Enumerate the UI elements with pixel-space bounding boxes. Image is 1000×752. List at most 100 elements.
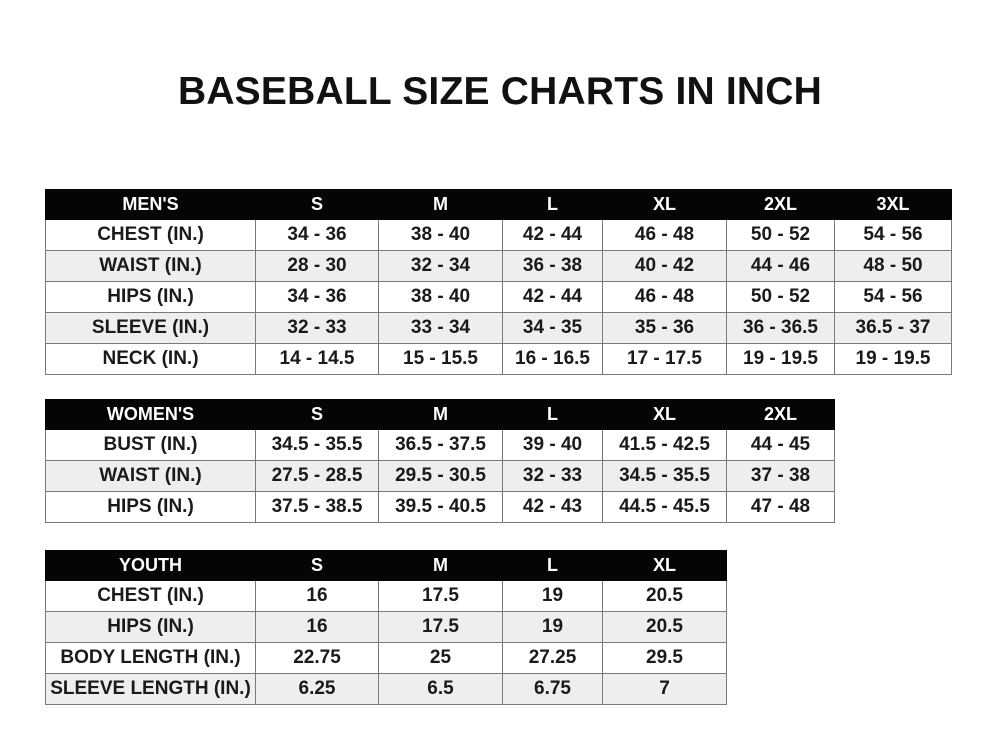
size-value: 39.5 - 40.5	[378, 491, 503, 523]
size-value: 50 - 52	[726, 219, 835, 251]
table-row: WAIST (IN.) 28 - 30 32 - 34 36 - 38 40 - 42 4…	[45, 250, 952, 282]
size-value: 6.25	[255, 673, 379, 705]
size-value: 16	[255, 580, 379, 612]
size-value: 34.5 - 35.5	[602, 460, 727, 492]
table-row: WAIST (IN.) 27.5 - 28.5 29.5 - 30.5 32 - 33…	[45, 460, 835, 492]
size-header: S	[255, 550, 379, 581]
size-value: 29.5	[602, 642, 727, 674]
size-value: 20.5	[602, 580, 727, 612]
size-value: 32 - 33	[502, 460, 603, 492]
size-header: L	[502, 550, 603, 581]
size-value: 28 - 30	[255, 250, 379, 282]
size-value: 44 - 45	[726, 429, 835, 461]
size-value: 6.75	[502, 673, 603, 705]
size-header: 2XL	[726, 399, 835, 430]
size-value: 39 - 40	[502, 429, 603, 461]
size-value: 46 - 48	[602, 219, 727, 251]
category-header: YOUTH	[45, 550, 256, 581]
measurement-label: HIPS (IN.)	[45, 491, 256, 523]
size-header: M	[378, 399, 503, 430]
size-value: 20.5	[602, 611, 727, 643]
size-value: 42 - 44	[502, 219, 603, 251]
size-value: 36.5 - 37	[834, 312, 952, 344]
size-value: 6.5	[378, 673, 503, 705]
size-value: 35 - 36	[602, 312, 727, 344]
page-title: BASEBALL SIZE CHARTS IN INCH	[177, 70, 823, 113]
size-value: 36.5 - 37.5	[378, 429, 503, 461]
size-value: 42 - 44	[502, 281, 603, 313]
size-header: 3XL	[834, 189, 952, 220]
table-row: SLEEVE LENGTH (IN.) 6.25 6.5 6.75 7	[45, 673, 727, 705]
size-value: 50 - 52	[726, 281, 835, 313]
table-row: CHEST (IN.) 34 - 36 38 - 40 42 - 44 46 - 48 5…	[45, 219, 952, 251]
size-value: 41.5 - 42.5	[602, 429, 727, 461]
size-value: 34 - 36	[255, 281, 379, 313]
size-header: XL	[602, 399, 727, 430]
size-value: 27.5 - 28.5	[255, 460, 379, 492]
table-row: CHEST (IN.) 16 17.5 19 20.5	[45, 580, 727, 612]
size-value: 19	[502, 611, 603, 643]
measurement-label: CHEST (IN.)	[45, 219, 256, 251]
measurement-label: NECK (IN.)	[45, 343, 256, 375]
size-value: 33 - 34	[378, 312, 503, 344]
table-row: BODY LENGTH (IN.) 22.75 25 27.25 29.5	[45, 642, 727, 674]
table-row: BUST (IN.) 34.5 - 35.5 36.5 - 37.5 39 - 40 4…	[45, 429, 835, 461]
size-value: 29.5 - 30.5	[378, 460, 503, 492]
header-row: YOUTH S M L XL	[45, 550, 727, 581]
size-value: 44.5 - 45.5	[602, 491, 727, 523]
size-value: 15 - 15.5	[378, 343, 503, 375]
size-value: 22.75	[255, 642, 379, 674]
youth-size-table: YOUTH S M L XL CHEST (IN.) 16 17.5 19 20.5 HIPS (I…	[45, 550, 727, 705]
size-header: 2XL	[726, 189, 835, 220]
size-header: M	[378, 189, 503, 220]
table-row: SLEEVE (IN.) 32 - 33 33 - 34 34 - 35 35 - 36…	[45, 312, 952, 344]
size-value: 37 - 38	[726, 460, 835, 492]
table-row: HIPS (IN.) 34 - 36 38 - 40 42 - 44 46 - 48 50…	[45, 281, 952, 313]
measurement-label: BUST (IN.)	[45, 429, 256, 461]
size-value: 19 - 19.5	[834, 343, 952, 375]
size-value: 34 - 35	[502, 312, 603, 344]
size-value: 46 - 48	[602, 281, 727, 313]
measurement-label: HIPS (IN.)	[45, 611, 256, 643]
measurement-label: SLEEVE (IN.)	[45, 312, 256, 344]
size-value: 27.25	[502, 642, 603, 674]
size-value: 34 - 36	[255, 219, 379, 251]
size-value: 48 - 50	[834, 250, 952, 282]
size-value: 47 - 48	[726, 491, 835, 523]
header-row: WOMEN'S S M L XL 2XL	[45, 399, 835, 430]
womens-size-table: WOMEN'S S M L XL 2XL BUST (IN.) 34.5 - 35.5 36.5…	[45, 399, 835, 523]
size-value: 19	[502, 580, 603, 612]
size-value: 17 - 17.5	[602, 343, 727, 375]
size-value: 7	[602, 673, 727, 705]
size-value: 16	[255, 611, 379, 643]
size-header: L	[502, 399, 603, 430]
size-value: 32 - 33	[255, 312, 379, 344]
measurement-label: HIPS (IN.)	[45, 281, 256, 313]
size-value: 38 - 40	[378, 219, 503, 251]
size-header: S	[255, 189, 379, 220]
size-value: 32 - 34	[378, 250, 503, 282]
size-value: 25	[378, 642, 503, 674]
size-value: 19 - 19.5	[726, 343, 835, 375]
measurement-label: SLEEVE LENGTH (IN.)	[45, 673, 256, 705]
size-value: 54 - 56	[834, 281, 952, 313]
measurement-label: WAIST (IN.)	[45, 250, 256, 282]
measurement-label: WAIST (IN.)	[45, 460, 256, 492]
size-value: 36 - 38	[502, 250, 603, 282]
size-value: 42 - 43	[502, 491, 603, 523]
size-value: 14 - 14.5	[255, 343, 379, 375]
category-header: WOMEN'S	[45, 399, 256, 430]
size-value: 36 - 36.5	[726, 312, 835, 344]
header-row: MEN'S S M L XL 2XL 3XL	[45, 189, 952, 220]
table-row: NECK (IN.) 14 - 14.5 15 - 15.5 16 - 16.5 17 …	[45, 343, 952, 375]
size-value: 16 - 16.5	[502, 343, 603, 375]
size-header: XL	[602, 189, 727, 220]
measurement-label: CHEST (IN.)	[45, 580, 256, 612]
size-header: M	[378, 550, 503, 581]
size-value: 37.5 - 38.5	[255, 491, 379, 523]
size-header: S	[255, 399, 379, 430]
table-row: HIPS (IN.) 37.5 - 38.5 39.5 - 40.5 42 - 43 4…	[45, 491, 835, 523]
table-row: HIPS (IN.) 16 17.5 19 20.5	[45, 611, 727, 643]
size-value: 17.5	[378, 580, 503, 612]
size-header: XL	[602, 550, 727, 581]
